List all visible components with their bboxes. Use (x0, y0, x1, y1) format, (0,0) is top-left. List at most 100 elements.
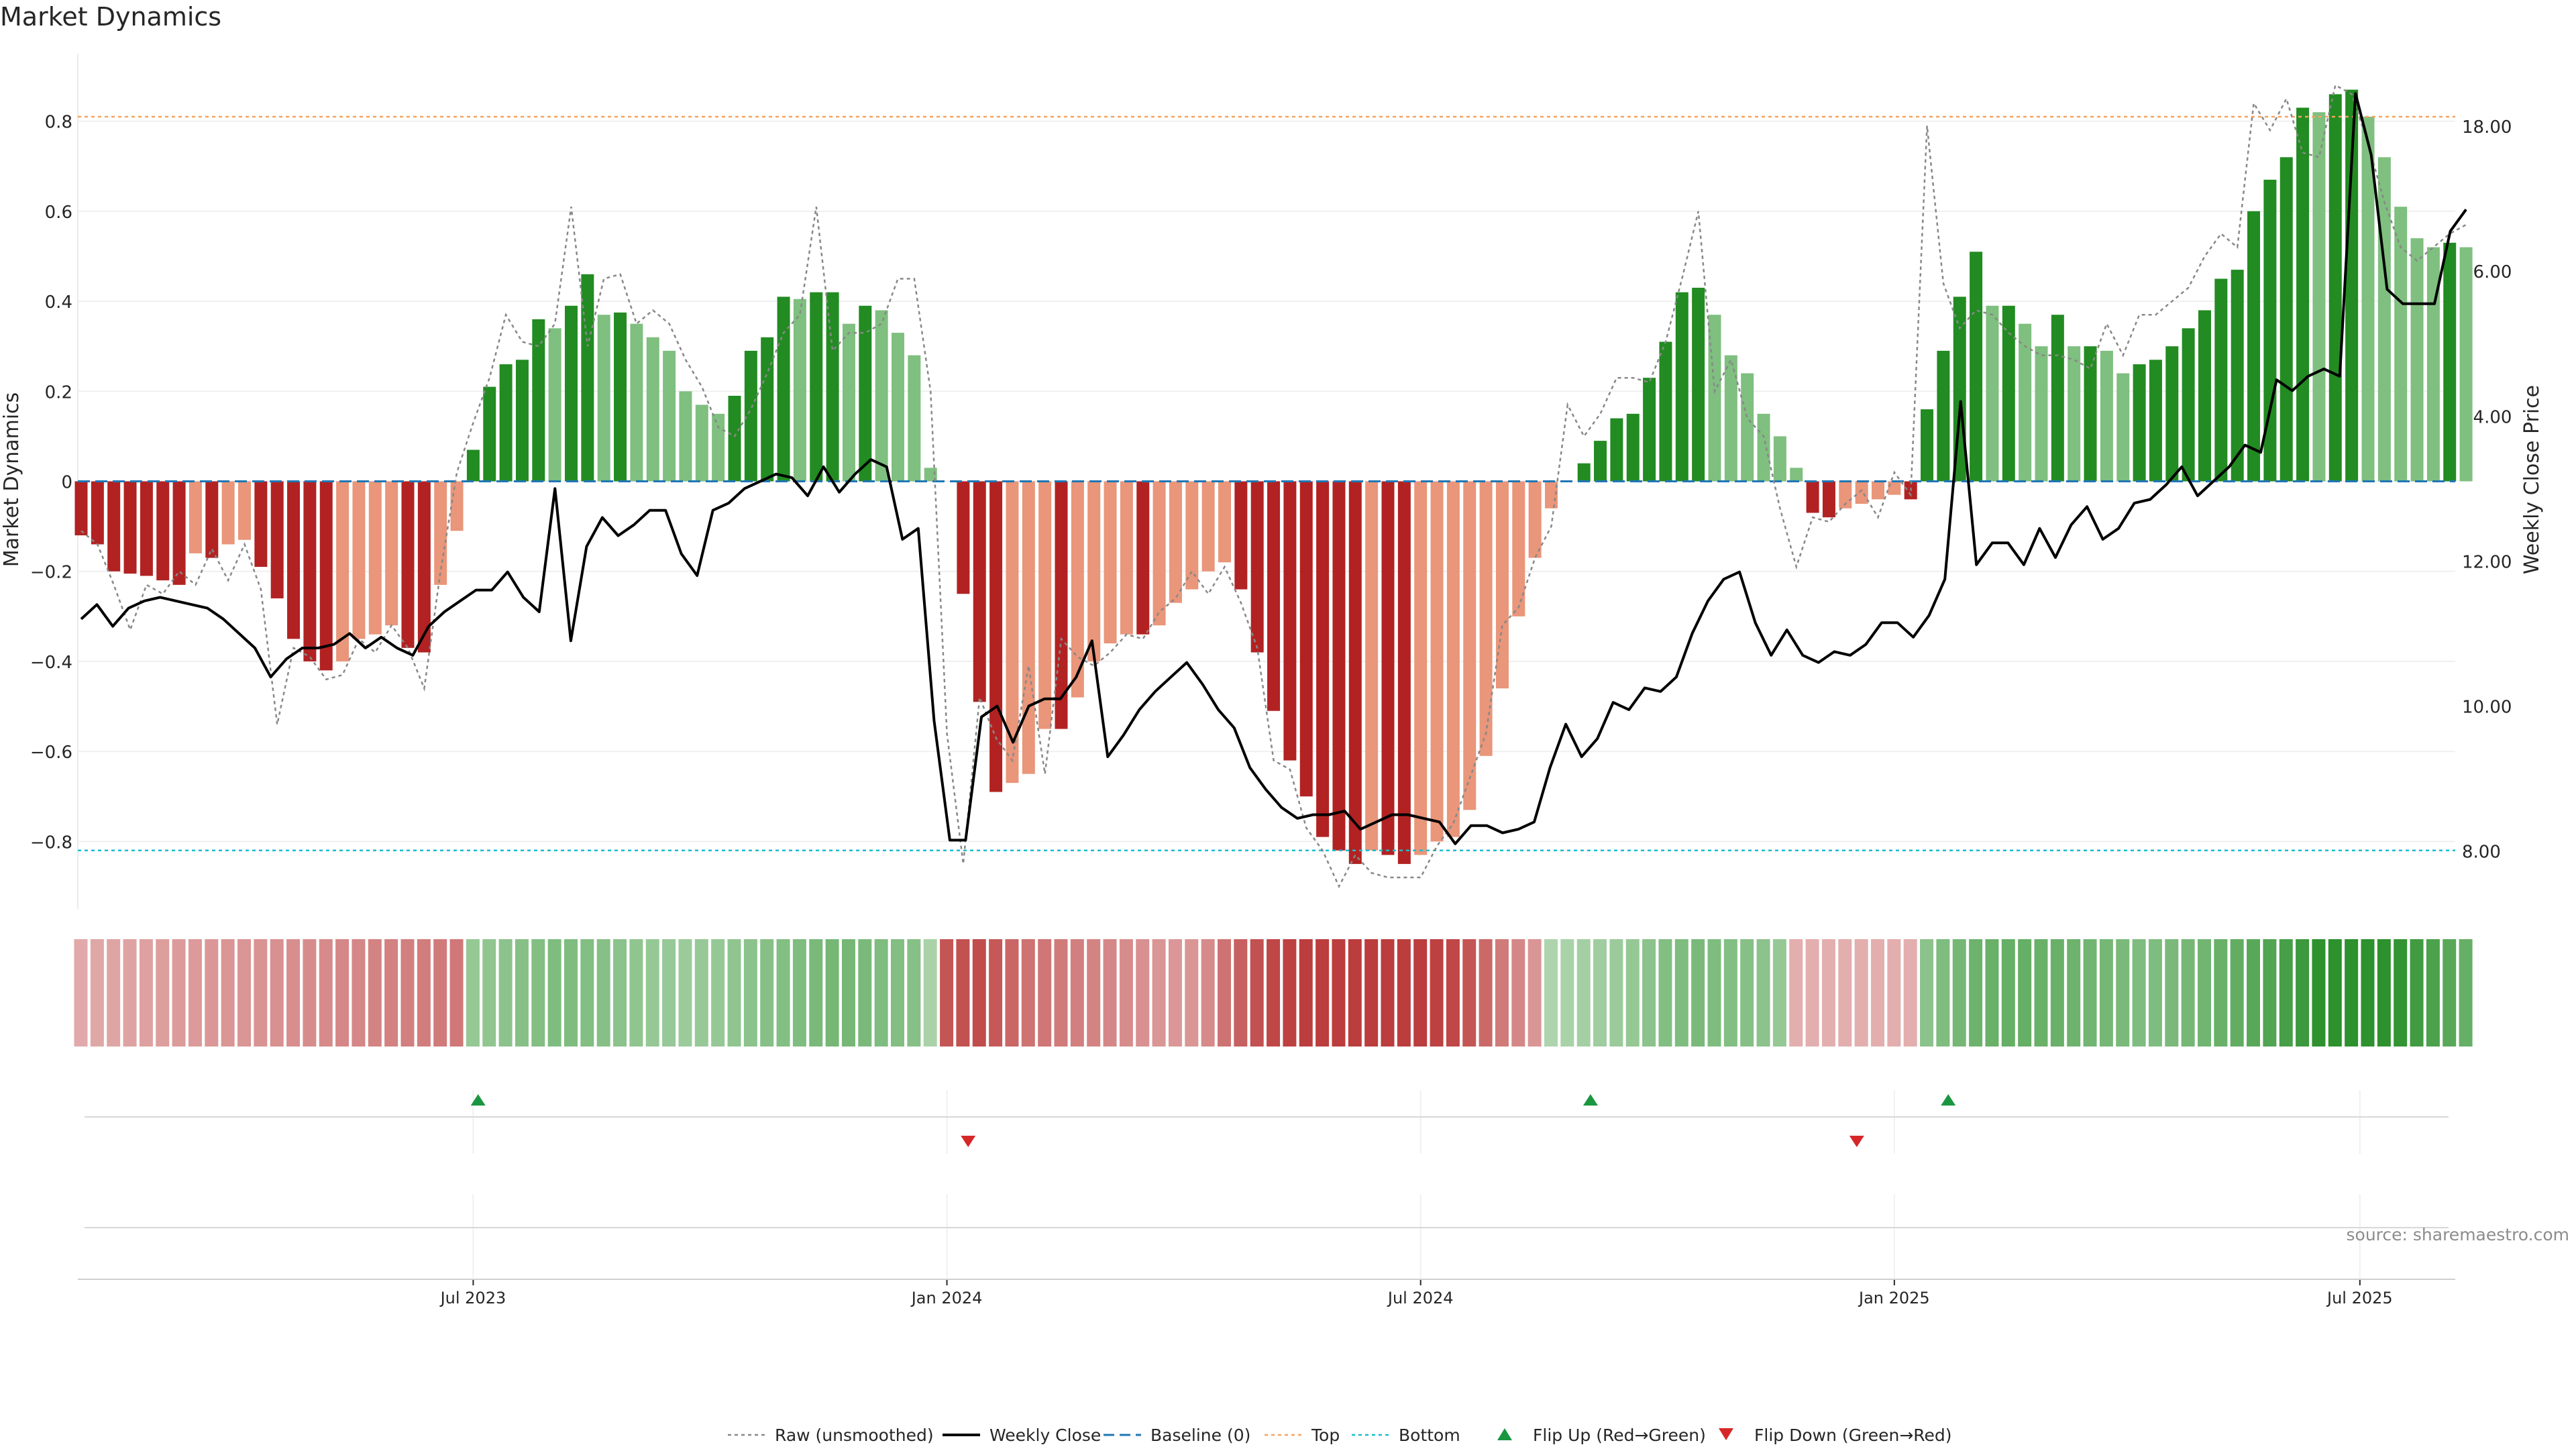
bar (1888, 481, 1901, 495)
bar (189, 481, 202, 553)
heat-cell (711, 939, 725, 1046)
bar (515, 360, 529, 482)
bar (875, 310, 888, 482)
bar (1071, 481, 1084, 698)
bar (1528, 481, 1542, 558)
bar (957, 481, 970, 594)
heat-cell (254, 939, 268, 1046)
flip-up-marker (1941, 1094, 1956, 1106)
heat-cell (678, 939, 692, 1046)
heat-cell (2083, 939, 2097, 1046)
heat-cell (335, 939, 350, 1046)
bar (1283, 481, 1297, 761)
legend-label: Bottom (1399, 1426, 1460, 1445)
y-tick-label: 0.8 (45, 113, 72, 133)
heat-cell (1005, 939, 1019, 1046)
bar (1757, 413, 1770, 482)
bar (2377, 157, 2391, 482)
bar (2149, 360, 2162, 482)
heat-cell (1070, 939, 1084, 1046)
reference-lines (78, 115, 2455, 852)
bar (2443, 242, 2457, 482)
bar (842, 323, 855, 482)
heat-cell (90, 939, 104, 1046)
bar (1332, 481, 1346, 851)
bar (728, 396, 741, 482)
heat-cell (1348, 939, 1362, 1046)
heat-cell (1462, 939, 1477, 1046)
heat-cell (1495, 939, 1509, 1046)
heat-cell (923, 939, 937, 1046)
heat-cell (1952, 939, 1966, 1046)
heat-cell (384, 939, 398, 1046)
heat-cell (776, 939, 790, 1046)
heat-cell (1821, 939, 1835, 1046)
bar (1267, 481, 1281, 711)
heat-cell (662, 939, 676, 1046)
legend-item: Bottom (1352, 1426, 1460, 1445)
legend: Raw (unsmoothed) Weekly Close Baseline (0)… (728, 1426, 1952, 1445)
heat-cell (629, 939, 643, 1046)
bar (810, 292, 823, 482)
legend-item: Baseline (0) (1104, 1426, 1250, 1445)
heat-cell (760, 939, 774, 1046)
y-tick-label: 0.4 (45, 292, 72, 313)
legend-label: Flip Up (Red→Green) (1533, 1426, 1706, 1445)
heat-cell (1723, 939, 1737, 1046)
heat-cell (237, 939, 251, 1046)
heat-cell (564, 939, 578, 1046)
flip-up-marker (1582, 1094, 1598, 1106)
y-tick-label: −0.6 (30, 743, 72, 763)
bar (2394, 207, 2408, 482)
bar (744, 350, 757, 482)
legend-label: Baseline (0) (1150, 1426, 1250, 1445)
legend-label: Top (1311, 1426, 1340, 1445)
heat-cell (123, 939, 137, 1046)
bar (499, 364, 513, 482)
bar (2198, 310, 2211, 482)
bar (2084, 346, 2097, 482)
heat-cell (1707, 939, 1721, 1046)
heat-cell (2018, 939, 2032, 1046)
bar (2426, 247, 2440, 482)
bar (777, 297, 790, 482)
bar (1414, 481, 1428, 855)
heat-cell (596, 939, 610, 1046)
bar (1087, 481, 1101, 661)
heat-cell (1871, 939, 1884, 1046)
legend-item: Flip Down (Green→Red) (1719, 1426, 1952, 1445)
heat-cell (1021, 939, 1035, 1046)
heat-cell (1218, 939, 1231, 1046)
bar (2002, 305, 2015, 482)
bar (1169, 481, 1182, 603)
bar (1495, 481, 1509, 689)
bar (597, 315, 610, 482)
bar (1397, 481, 1411, 864)
heat-cell (1119, 939, 1133, 1046)
bar (287, 481, 301, 639)
bar (630, 323, 643, 482)
heat-cell (1430, 939, 1444, 1046)
x-tick-label: Jan 2024 (910, 1289, 983, 1307)
legend-label: Weekly Close (989, 1426, 1101, 1445)
bar (1545, 481, 1558, 508)
heat-cell (2263, 939, 2277, 1046)
heat-cell (2099, 939, 2113, 1046)
heat-cell (1299, 939, 1313, 1046)
x-tick-label: Jul 2023 (439, 1289, 506, 1307)
bar (1790, 468, 1803, 482)
bar (614, 312, 627, 482)
heat-cell (1201, 939, 1215, 1046)
bar (2263, 179, 2277, 482)
heat-cell (1740, 939, 1754, 1046)
heat-cell (2426, 939, 2440, 1046)
bar (2247, 211, 2261, 482)
bar (924, 468, 937, 482)
heat-cell (1756, 939, 1770, 1046)
heat-cell (547, 939, 561, 1046)
heat-cell (2328, 939, 2342, 1046)
bar (1022, 481, 1035, 774)
heat-cell (1560, 939, 1574, 1046)
heat-cell (1283, 939, 1297, 1046)
